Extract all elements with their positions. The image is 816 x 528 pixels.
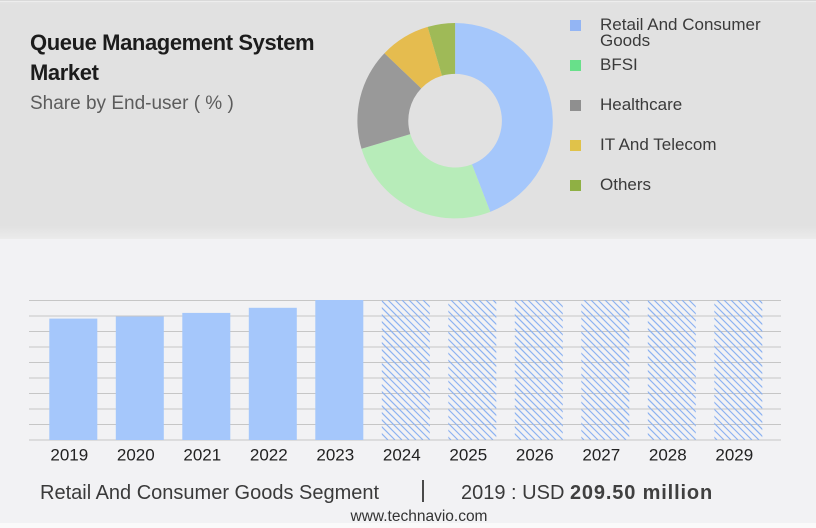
svg-text:2020: 2020	[117, 445, 155, 464]
svg-text:2028: 2028	[649, 445, 687, 464]
svg-text:2022: 2022	[250, 445, 288, 464]
svg-text:2021: 2021	[183, 445, 221, 464]
svg-text:2025: 2025	[449, 445, 487, 464]
svg-text:2024: 2024	[383, 445, 421, 464]
svg-text:2027: 2027	[582, 445, 620, 464]
svg-text:2023: 2023	[316, 445, 354, 464]
svg-text:2019: 2019	[50, 445, 88, 464]
svg-text:2029: 2029	[715, 445, 753, 464]
svg-text:2026: 2026	[516, 445, 554, 464]
